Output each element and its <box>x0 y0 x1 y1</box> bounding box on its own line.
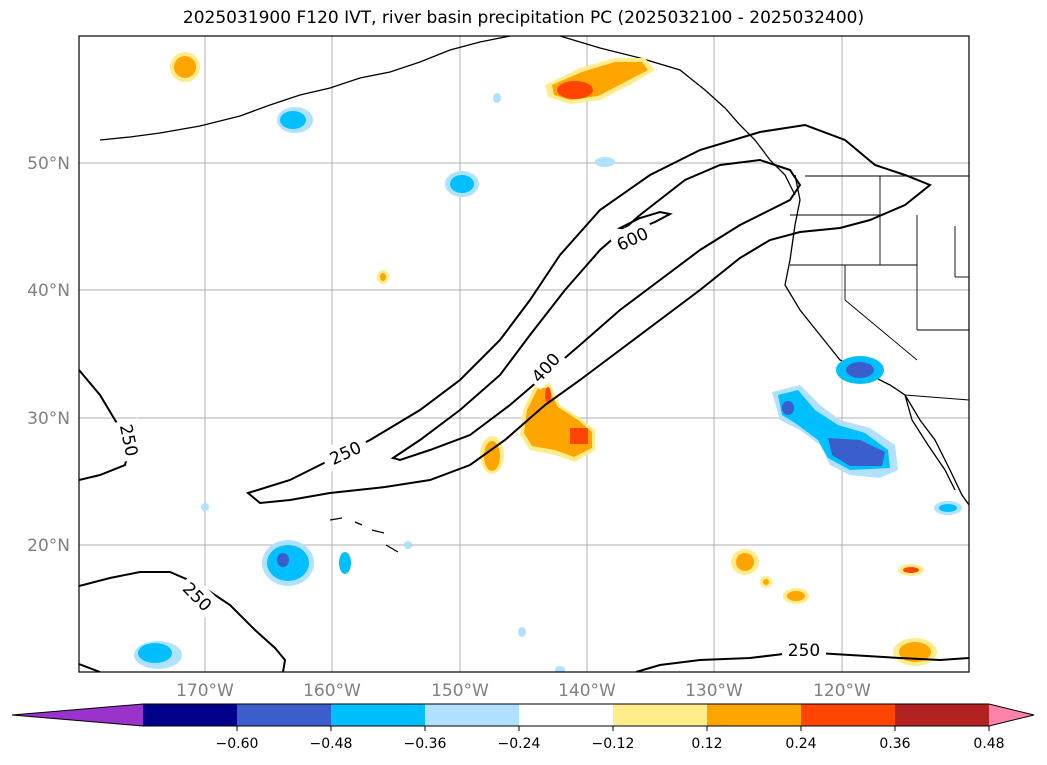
neg-blob-6-core <box>277 553 289 567</box>
precip-negative <box>134 93 962 672</box>
map-title: 2025031900 F120 IVT, river basin precipi… <box>182 8 865 28</box>
neg-blob-3 <box>595 157 615 167</box>
colorbar-tick-label: −0.12 <box>592 736 635 752</box>
lat-label-40n: 40°N <box>27 281 70 301</box>
pos-blob-2-core <box>557 81 593 99</box>
colorbar-segment <box>707 704 802 726</box>
state-borders <box>790 175 969 401</box>
lon-label-170w: 170°W <box>176 681 234 701</box>
neg-blob-1-core <box>280 111 306 129</box>
graticule <box>79 36 969 672</box>
lon-label-150w: 150°W <box>431 681 489 701</box>
neg-blob-9-core <box>939 504 957 512</box>
colorbar-segment <box>143 704 238 726</box>
colorbar-segment <box>613 704 708 726</box>
map-frame <box>78 35 970 673</box>
lon-label-130w: 130°W <box>685 681 743 701</box>
colorbar-segment <box>331 704 426 726</box>
colorbar-extend-high <box>989 704 1034 726</box>
colorbar-segment <box>237 704 332 726</box>
contour-250-plume <box>245 123 932 505</box>
colorbar-tick-label: 0.36 <box>879 736 910 752</box>
colorbar-segment <box>801 704 896 726</box>
colorbar-segment <box>425 704 520 726</box>
pos-blob-4-core <box>484 441 500 471</box>
neg-blob-8-core <box>138 643 172 663</box>
lat-label-30n: 30°N <box>27 409 70 429</box>
colorbar-extend-low <box>12 704 143 726</box>
colorbar-segment <box>895 704 990 726</box>
colorbar: −0.60 −0.48 −0.36 −0.24 −0.12 0.12 0.24 0.36 0.4… <box>11 703 1035 752</box>
contour-400 <box>390 158 802 462</box>
lon-label-160w: 160°W <box>303 681 361 701</box>
coast-hawaii <box>329 517 413 553</box>
precip-positive <box>170 52 937 666</box>
neg-blob-4-core <box>846 362 874 378</box>
map-area <box>79 36 969 672</box>
lat-labels: 50°N 40°N 30°N 20°N <box>27 154 70 556</box>
colorbar-tick-label: −0.36 <box>404 736 447 752</box>
neg-blob-5-core2 <box>782 401 794 415</box>
lon-label-120w: 120°W <box>813 681 871 701</box>
colorbar-tick-label: −0.48 <box>310 736 353 752</box>
pos-blob-3-core <box>570 428 588 444</box>
contour-label-250-bottom: 250 <box>788 641 820 661</box>
coast-alaska <box>99 36 511 141</box>
neg-blob-2-core <box>450 175 474 193</box>
colorbar-tick-label: −0.60 <box>216 736 259 752</box>
colorbar-segment <box>519 704 614 726</box>
lon-label-140w: 140°W <box>558 681 616 701</box>
colorbar-outline <box>11 703 1035 727</box>
colorbar-tick-label: 0.12 <box>691 736 722 752</box>
pos-blob-1-core <box>174 56 196 78</box>
neg-blob-7 <box>339 552 351 574</box>
neg-blob-5-core <box>828 438 885 466</box>
colorbar-tick-label: 0.24 <box>785 736 816 752</box>
lat-label-20n: 20°N <box>27 536 70 556</box>
colorbar-tick-label: −0.24 <box>498 736 541 752</box>
coast-baja <box>904 394 956 491</box>
colorbar-tick-label: 0.48 <box>973 736 1004 752</box>
contour-250-lower <box>79 571 287 672</box>
lat-label-50n: 50°N <box>27 154 70 174</box>
lon-labels: 170°W 160°W 150°W 140°W 130°W 120°W <box>176 681 871 701</box>
